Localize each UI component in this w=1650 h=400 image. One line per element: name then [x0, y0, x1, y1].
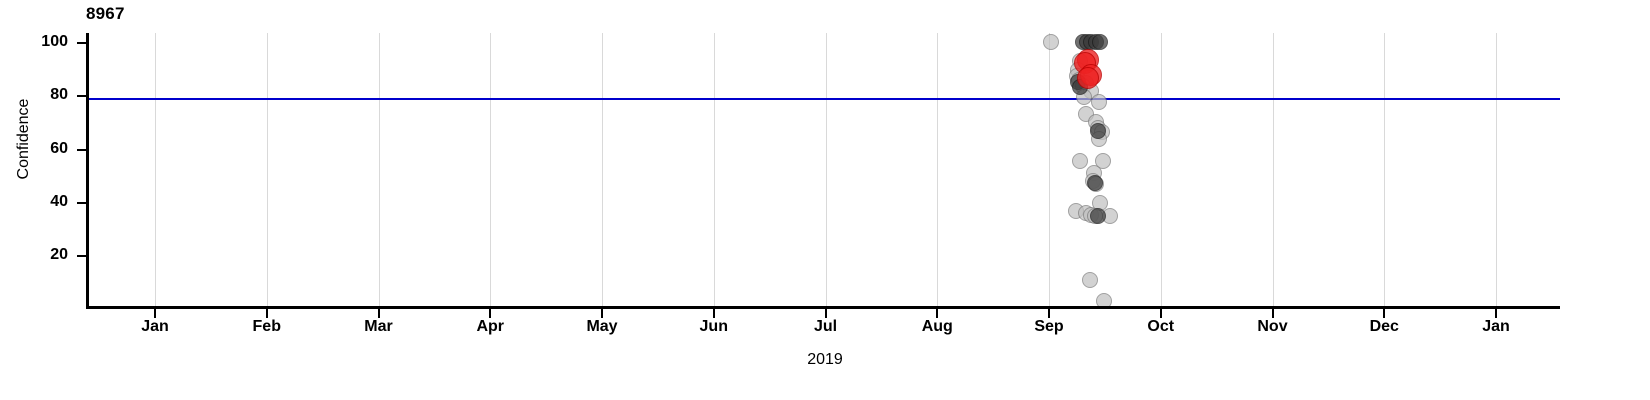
- gridline: [155, 33, 156, 306]
- x-axis-tick-label: Jan: [141, 318, 169, 335]
- x-axis-tick: [712, 309, 715, 318]
- gridline: [266, 33, 268, 306]
- data-point: [1095, 293, 1112, 306]
- x-axis-tick: [936, 309, 939, 318]
- y-axis-tick-label: 60: [50, 139, 68, 157]
- y-axis-tick: [77, 201, 86, 204]
- gridline: [825, 33, 827, 306]
- data-point: [1082, 271, 1099, 288]
- data-point: [1043, 33, 1060, 50]
- x-axis-tick: [1383, 309, 1386, 318]
- data-point: [1094, 153, 1111, 170]
- y-axis-tick: [77, 42, 86, 44]
- gridline: [378, 33, 380, 306]
- y-axis-tick-label: 40: [50, 192, 68, 210]
- y-axis-tick-label: 20: [50, 246, 68, 263]
- x-axis-tick-label: Sep: [1034, 318, 1064, 335]
- x-axis-tick: [1048, 309, 1050, 318]
- x-axis-tick: [377, 309, 380, 318]
- gridline: [937, 33, 939, 306]
- y-axis-tick-label: 80: [50, 86, 68, 104]
- y-axis-tick: [77, 95, 86, 98]
- data-point: [1077, 66, 1100, 89]
- gridline: [1049, 33, 1050, 306]
- reference-line: [89, 97, 1560, 100]
- y-axis-tick: [77, 148, 86, 151]
- y-axis-tick-label: 100: [41, 33, 68, 50]
- x-axis-tick-label: Feb: [252, 318, 281, 335]
- gridline: [1160, 33, 1162, 306]
- data-point: [1090, 122, 1107, 139]
- x-axis-tick-label: Mar: [364, 318, 393, 335]
- x-axis-tick-label: Jul: [813, 318, 838, 335]
- x-axis-tick: [154, 309, 156, 318]
- data-point: [1090, 208, 1107, 225]
- gridline: [1272, 33, 1274, 306]
- x-axis-tick-label: Oct: [1147, 318, 1175, 335]
- x-axis-tick-label: Aug: [921, 318, 953, 335]
- x-axis-tick: [265, 309, 268, 318]
- x-axis-tick-label: Apr: [476, 318, 505, 335]
- gridline: [1384, 33, 1386, 306]
- y-axis-line: [86, 33, 89, 309]
- data-point: [1086, 174, 1103, 191]
- x-axis-line: [86, 306, 1560, 309]
- x-axis-tick: [1271, 309, 1274, 318]
- x-axis-tick: [601, 309, 603, 318]
- x-axis-tick: [824, 309, 827, 318]
- data-point: [1092, 33, 1109, 50]
- x-axis-tick-label: May: [586, 318, 618, 335]
- data-point: [1091, 93, 1108, 110]
- gridline: [1496, 33, 1497, 306]
- gridline: [713, 33, 715, 306]
- x-axis-tick-label: Jan: [1482, 318, 1510, 335]
- x-axis-tick-label: Dec: [1369, 318, 1399, 335]
- x-axis-tick-label: Nov: [1257, 318, 1288, 335]
- y-axis-tick: [77, 255, 86, 257]
- data-point: [1072, 153, 1089, 170]
- plot-area: [89, 33, 1560, 306]
- x-axis-tick: [1495, 309, 1497, 318]
- x-axis-title: 2019: [807, 351, 843, 368]
- gridline: [490, 33, 492, 306]
- x-axis-tick: [489, 309, 492, 318]
- x-axis-tick: [1159, 309, 1162, 318]
- x-axis-tick-label: Jun: [699, 318, 728, 335]
- gridline: [602, 33, 603, 306]
- chart-title: 8967: [86, 4, 125, 23]
